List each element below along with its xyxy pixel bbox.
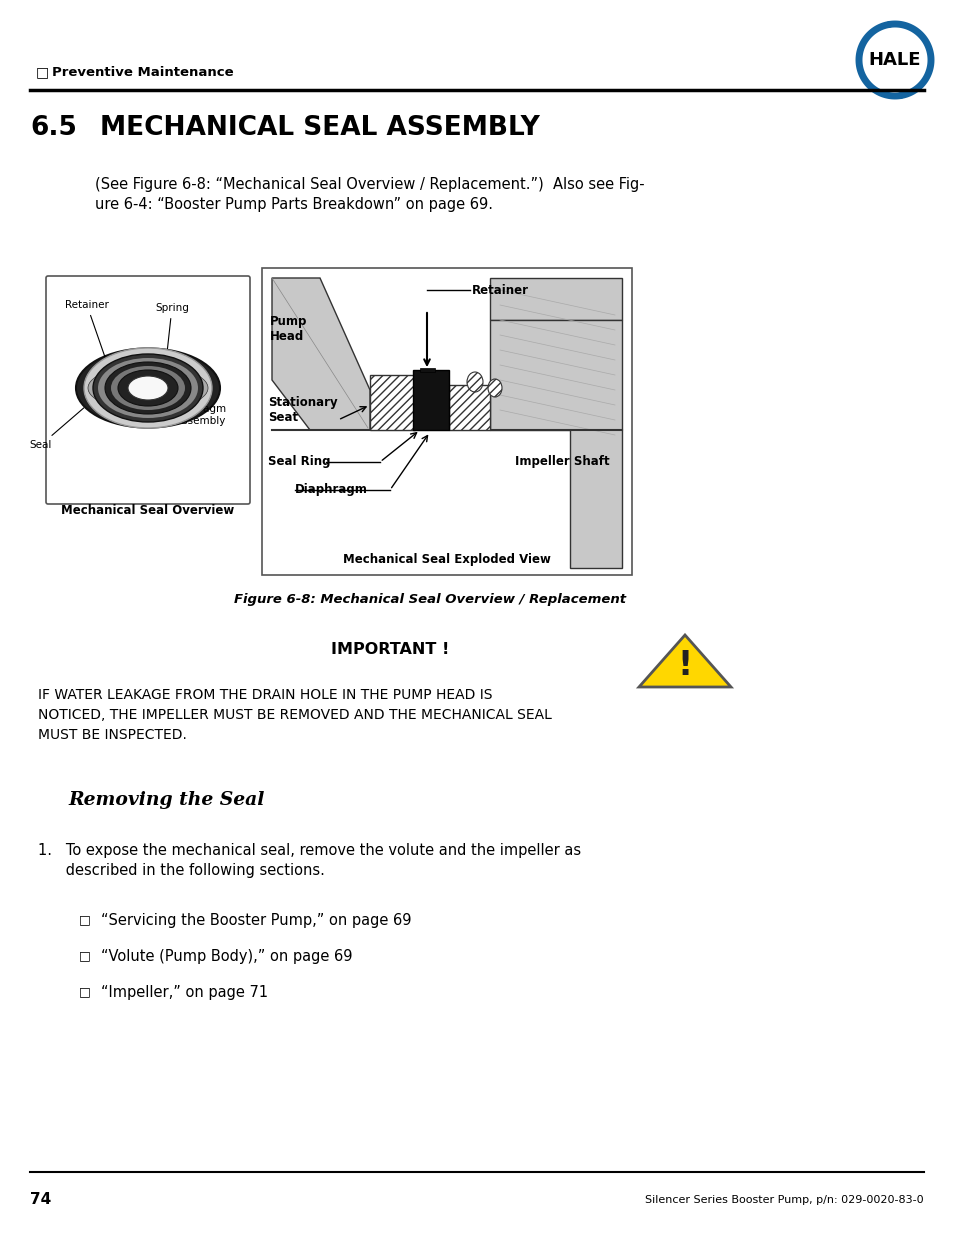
Polygon shape [490,278,621,320]
Text: Seal Ring: Seal Ring [268,456,330,468]
Ellipse shape [98,358,198,417]
Text: (See Figure 6-8: “Mechanical Seal Overview / Replacement.”)  Also see Fig-: (See Figure 6-8: “Mechanical Seal Overvi… [95,178,644,193]
FancyBboxPatch shape [262,268,631,576]
Text: Seal: Seal [30,408,84,450]
Circle shape [868,35,920,86]
Text: Silencer Series Booster Pump, p/n: 029-0020-83-0: Silencer Series Booster Pump, p/n: 029-0… [644,1195,923,1205]
Text: Spring: Spring [154,303,189,359]
Text: “Servicing the Booster Pump,” on page 69: “Servicing the Booster Pump,” on page 69 [101,913,411,927]
Text: NOTICED, THE IMPELLER MUST BE REMOVED AND THE MECHANICAL SEAL: NOTICED, THE IMPELLER MUST BE REMOVED AN… [38,708,551,722]
Text: □: □ [79,914,91,926]
Ellipse shape [98,369,198,406]
Text: Retainer: Retainer [472,284,529,296]
Text: 1.   To expose the mechanical seal, remove the volute and the impeller as: 1. To expose the mechanical seal, remove… [38,842,580,857]
Polygon shape [490,320,621,568]
Text: !: ! [677,648,692,682]
Text: □: □ [79,986,91,999]
Ellipse shape [128,375,168,400]
FancyBboxPatch shape [46,275,250,504]
Polygon shape [449,385,490,430]
FancyBboxPatch shape [413,370,449,430]
Text: □: □ [36,65,49,79]
Text: MECHANICAL SEAL ASSEMBLY: MECHANICAL SEAL ASSEMBLY [100,115,539,141]
Text: Preventive Maintenance: Preventive Maintenance [52,65,233,79]
Text: Stationary
Seat: Stationary Seat [268,396,337,424]
Ellipse shape [488,379,501,396]
Text: Pump
Head: Pump Head [270,315,307,343]
Ellipse shape [84,348,212,429]
Ellipse shape [88,366,208,410]
Text: described in the following sections.: described in the following sections. [38,862,325,878]
Text: Figure 6-8: Mechanical Seal Overview / Replacement: Figure 6-8: Mechanical Seal Overview / R… [233,594,625,606]
Text: Diaphragm
Assembly: Diaphragm Assembly [168,395,226,426]
Ellipse shape [106,372,190,404]
Polygon shape [419,368,435,372]
Polygon shape [370,375,415,430]
Ellipse shape [76,348,220,427]
Ellipse shape [92,354,203,422]
Ellipse shape [467,372,482,391]
Text: 74: 74 [30,1193,51,1208]
Text: Impeller Shaft: Impeller Shaft [515,456,609,468]
Text: Retainer: Retainer [65,300,109,357]
Text: ure 6-4: “Booster Pump Parts Breakdown” on page 69.: ure 6-4: “Booster Pump Parts Breakdown” … [95,198,493,212]
Text: Diaphragm: Diaphragm [294,483,368,496]
Polygon shape [272,278,370,430]
Text: Mechanical Seal Overview: Mechanical Seal Overview [61,504,234,516]
Text: “Volute (Pump Body),” on page 69: “Volute (Pump Body),” on page 69 [101,948,352,963]
Ellipse shape [113,375,182,400]
Text: IMPORTANT !: IMPORTANT ! [331,642,449,657]
Polygon shape [639,635,730,687]
Text: HALE: HALE [868,51,921,69]
Text: IF WATER LEAKAGE FROM THE DRAIN HOLE IN THE PUMP HEAD IS: IF WATER LEAKAGE FROM THE DRAIN HOLE IN … [38,688,492,701]
Text: 6.5: 6.5 [30,115,77,141]
Ellipse shape [105,362,191,414]
Text: Mechanical Seal Exploded View: Mechanical Seal Exploded View [343,553,551,567]
Text: Removing the Seal: Removing the Seal [68,790,264,809]
Text: MUST BE INSPECTED.: MUST BE INSPECTED. [38,727,187,742]
Text: “Impeller,” on page 71: “Impeller,” on page 71 [101,984,268,999]
Ellipse shape [118,370,178,406]
Text: □: □ [79,950,91,962]
Ellipse shape [111,366,185,410]
